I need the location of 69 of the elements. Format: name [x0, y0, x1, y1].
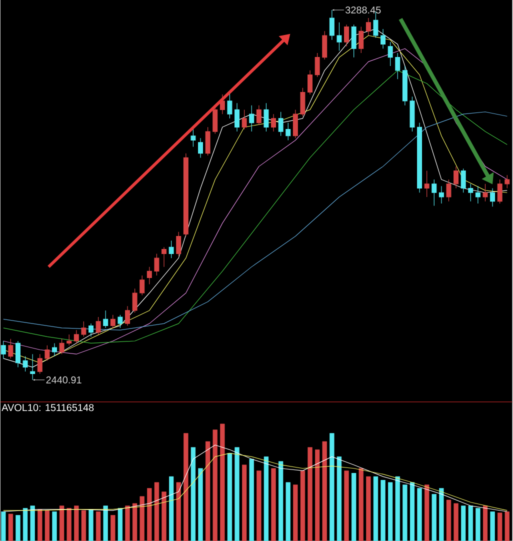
candlestick — [264, 102, 269, 132]
candlestick — [454, 166, 459, 189]
candlestick — [16, 340, 21, 368]
candlestick — [271, 114, 276, 132]
candlestick — [468, 184, 474, 202]
candlestick — [147, 266, 152, 285]
candlestick — [490, 188, 496, 207]
candlestick — [395, 52, 400, 80]
candlestick — [168, 240, 174, 258]
candlestick — [234, 102, 240, 132]
candlestick — [366, 18, 372, 36]
candlestick — [1, 340, 6, 359]
candlestick — [315, 52, 320, 78]
candlestick — [66, 334, 72, 346]
candlestick — [417, 122, 422, 193]
candlestick — [432, 179, 437, 206]
candlestick — [132, 288, 138, 313]
candlestick — [74, 330, 80, 344]
candlestick — [118, 314, 123, 328]
candlestick — [206, 126, 210, 156]
candlestick — [388, 42, 393, 66]
chart-title: AVOL10: 151165148 — [2, 404, 94, 412]
candlestick — [8, 338, 14, 359]
candlestick — [439, 186, 444, 204]
candlestick — [358, 26, 364, 54]
candlestick — [476, 186, 481, 204]
candlestick — [504, 174, 510, 189]
candlestick — [286, 122, 291, 141]
candlestick — [110, 314, 116, 328]
candlestick — [336, 22, 342, 52]
candlestick — [278, 112, 284, 136]
candlestick — [154, 253, 160, 276]
candlestick — [498, 179, 503, 204]
candlestick — [461, 168, 466, 193]
candlestick — [300, 88, 306, 117]
candlestick — [184, 153, 189, 237]
candlestick — [96, 316, 101, 335]
annotation: 2440.91 — [46, 376, 82, 384]
candlestick — [482, 184, 488, 202]
candlestick — [190, 126, 196, 148]
annotation: 3288.45 — [346, 6, 381, 14]
candlestick — [44, 345, 50, 361]
candlestick — [344, 24, 350, 47]
candlestick — [256, 105, 262, 126]
candlestick — [227, 92, 232, 119]
candlestick — [140, 275, 145, 296]
candlestick — [293, 109, 298, 138]
candlestick — [176, 232, 182, 256]
candlestick — [308, 70, 313, 95]
candlestick — [198, 138, 204, 158]
candlestick — [446, 179, 452, 202]
candlestick — [52, 342, 58, 357]
candlestick — [59, 338, 64, 354]
candlestick — [212, 105, 218, 134]
candlestick — [352, 24, 356, 58]
candlestick — [242, 109, 247, 130]
candlestick — [322, 30, 328, 60]
candlestick — [249, 105, 254, 132]
candlestick — [125, 306, 130, 326]
candlestick — [410, 96, 415, 132]
candlestick — [88, 323, 94, 337]
candlestick — [380, 28, 386, 49]
candlestick — [103, 310, 108, 328]
candlestick — [424, 170, 430, 198]
candlestick — [162, 246, 167, 268]
candlestick — [22, 356, 28, 372]
candlestick — [81, 321, 86, 337]
candlestick — [38, 354, 43, 374]
candlestick — [402, 66, 408, 106]
